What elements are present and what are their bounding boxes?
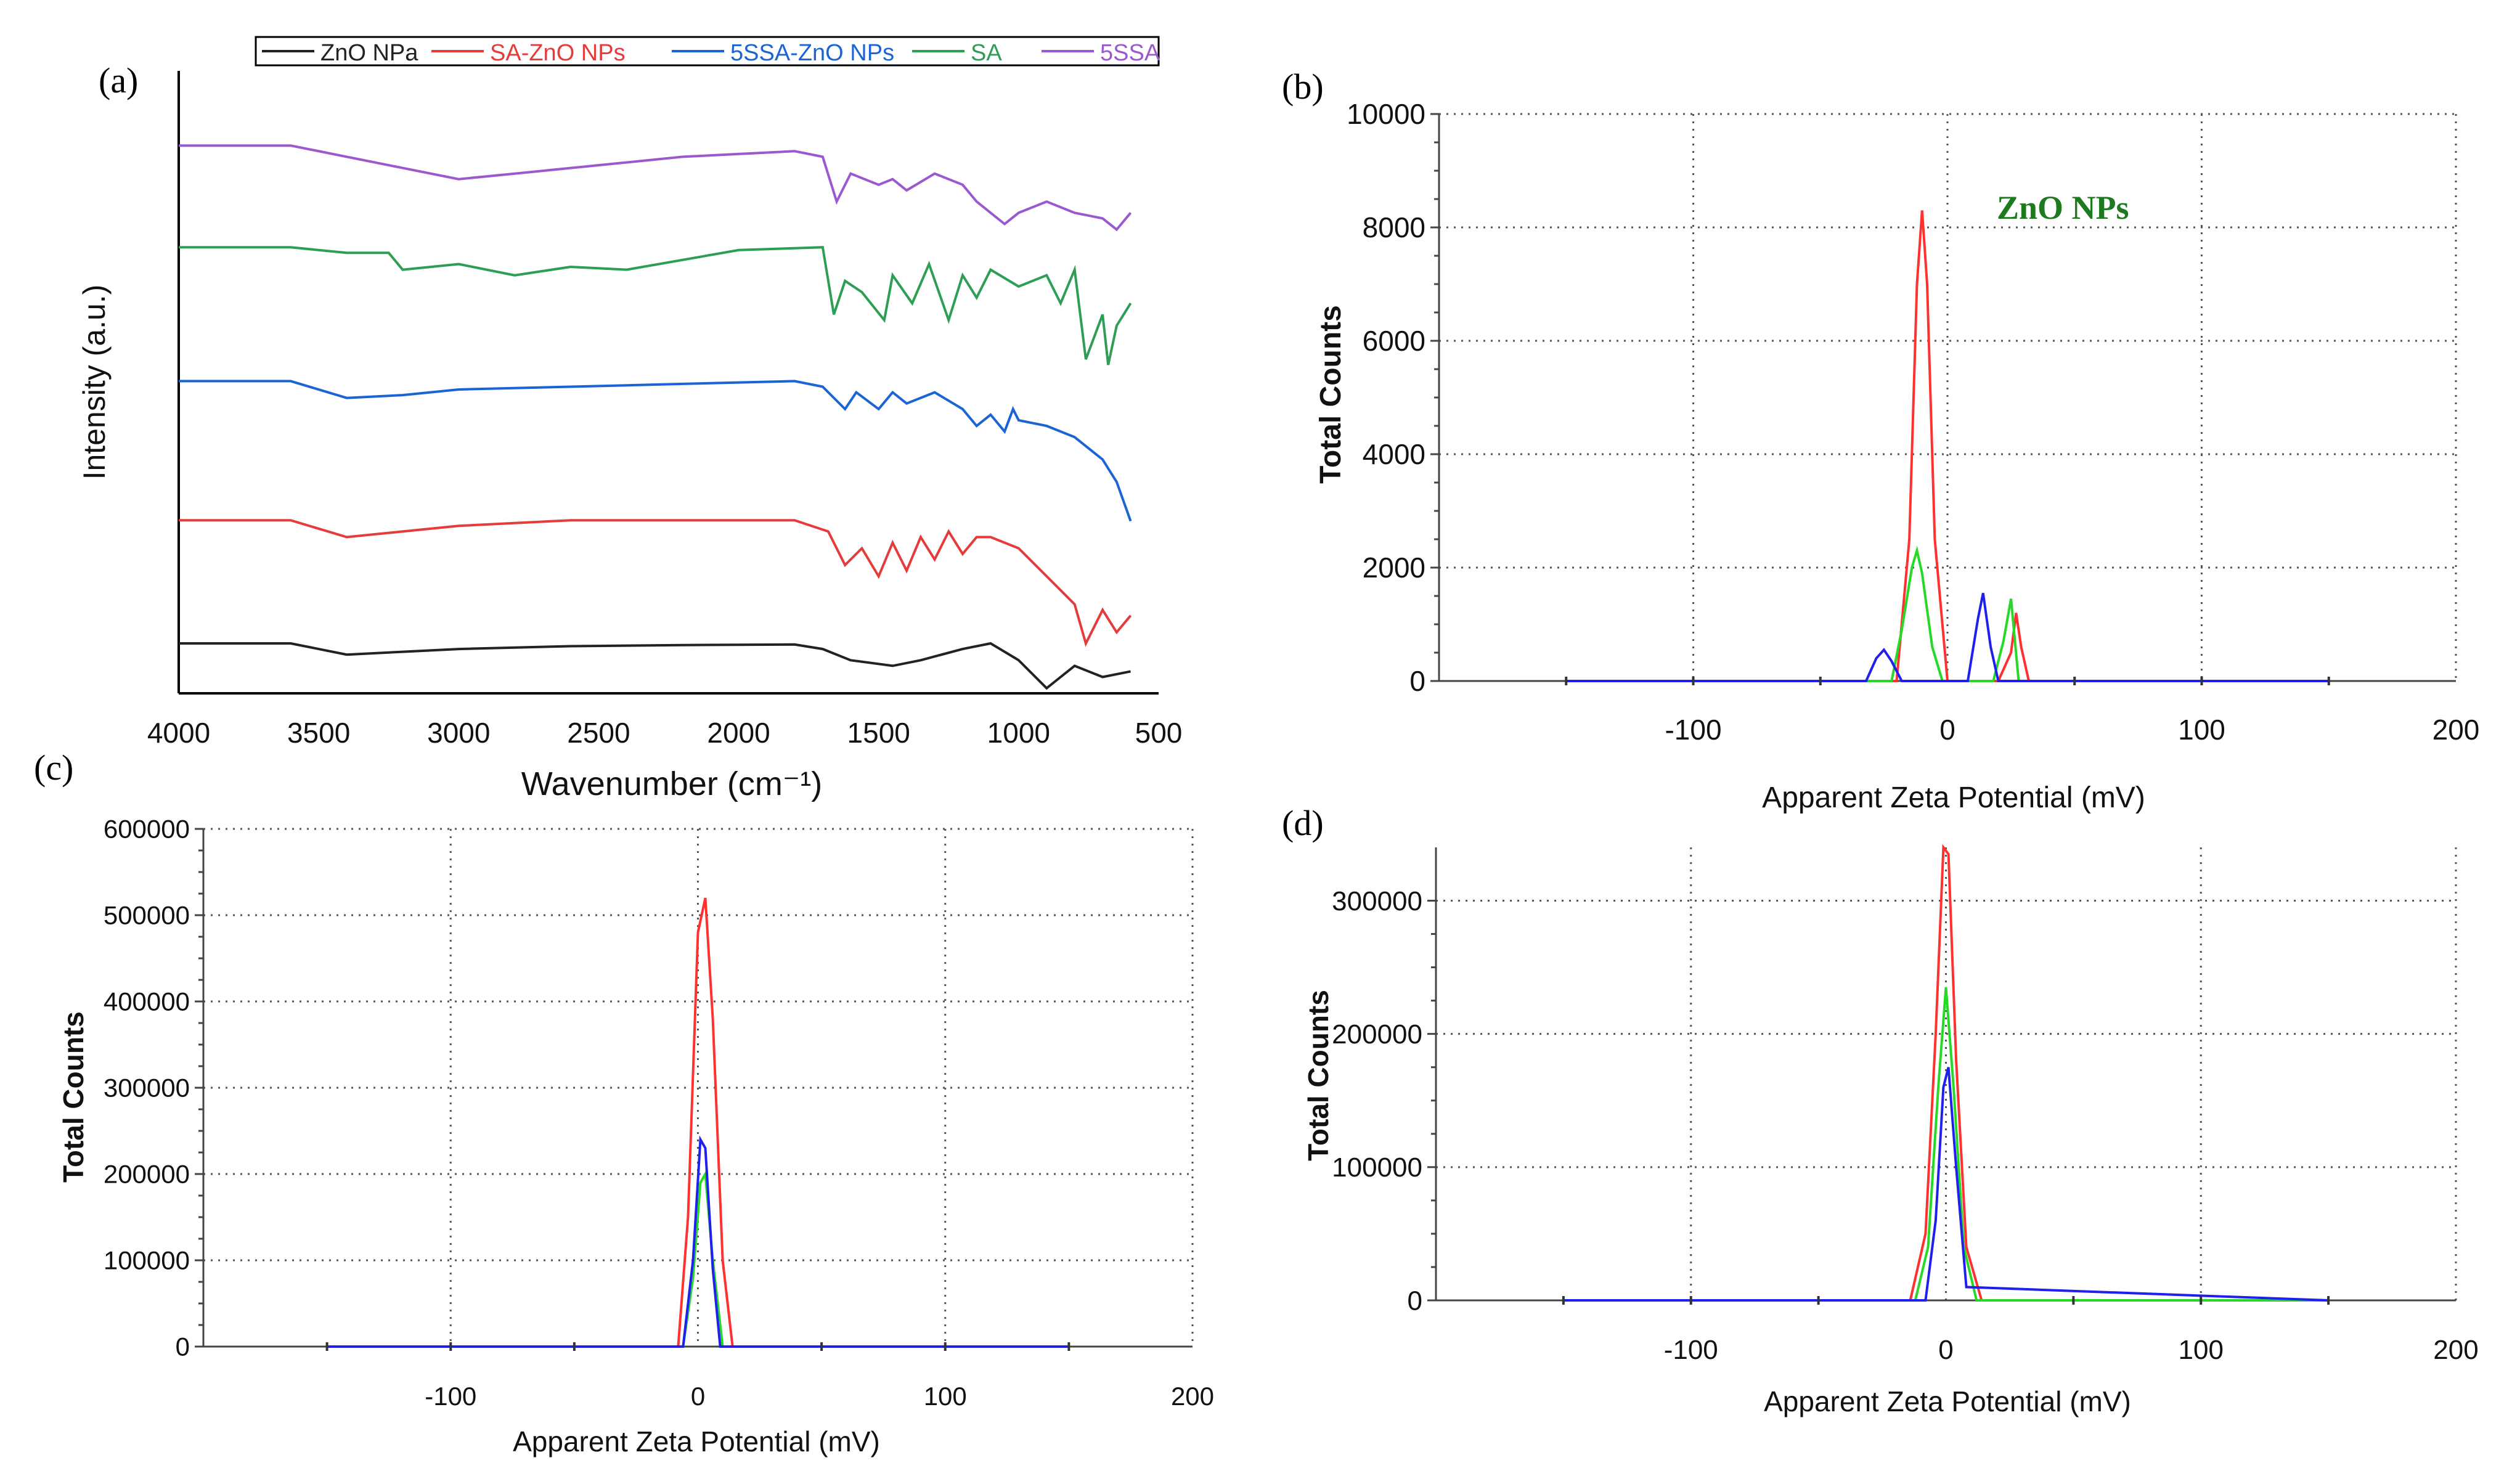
x-tick-label: 0 xyxy=(1939,714,1955,746)
x-tick-label: 200 xyxy=(2432,714,2480,746)
y-tick-label: 4000 xyxy=(1363,438,1425,470)
y-tick-label: 400000 xyxy=(104,987,190,1016)
series-line xyxy=(1566,545,2329,682)
x-tick-label: 1500 xyxy=(847,717,910,749)
series-line xyxy=(179,144,1132,232)
y-tick-label: 300000 xyxy=(1332,886,1422,916)
x-tick-label: -100 xyxy=(1664,1335,1718,1365)
series-line xyxy=(179,380,1132,522)
y-axis-title: Total Counts xyxy=(57,1011,89,1183)
x-tick-label: 0 xyxy=(691,1382,705,1411)
y-tick-label: 8000 xyxy=(1363,211,1425,243)
panel-label-b: (b) xyxy=(1282,67,1324,107)
y-tick-label: 0 xyxy=(176,1332,190,1361)
chart-annotation: ZnO NPs xyxy=(1997,189,2129,226)
series-line xyxy=(1563,1067,2329,1302)
x-tick-label: -100 xyxy=(1665,714,1721,746)
series-line xyxy=(179,642,1131,690)
y-axis-title: Total Counts xyxy=(1302,990,1334,1161)
y-tick-label: 200000 xyxy=(104,1160,190,1189)
series-line xyxy=(327,897,1069,1348)
legend-label: 5SSA xyxy=(1100,40,1160,66)
series-line xyxy=(1563,987,2329,1302)
y-tick-label: 10000 xyxy=(1347,98,1425,130)
x-axis-title: Apparent Zeta Potential (mV) xyxy=(1764,1385,2131,1417)
y-axis-title: Intensity (a.u.) xyxy=(77,285,112,480)
y-tick-label: 100000 xyxy=(1332,1152,1422,1183)
y-tick-label: 600000 xyxy=(104,815,190,844)
legend: ZnO NPa SA-ZnO NPs 5SSA-ZnO NPs SA 5SSA xyxy=(255,36,1160,67)
y-tick-label: 0 xyxy=(1409,665,1425,697)
series-line xyxy=(327,1135,1069,1348)
y-tick-label: 100000 xyxy=(104,1246,190,1275)
y-tick-label: 6000 xyxy=(1363,325,1425,357)
x-axis-title: Apparent Zeta Potential (mV) xyxy=(1762,781,2145,814)
x-tick-label: 4000 xyxy=(147,717,210,749)
y-tick-label: 200000 xyxy=(1332,1019,1422,1050)
series-line xyxy=(179,519,1132,647)
x-tick-label: 200 xyxy=(1171,1382,1214,1411)
x-axis-title: Wavenumber (cm⁻¹) xyxy=(521,765,823,802)
y-tick-label: 2000 xyxy=(1363,552,1425,584)
series-line xyxy=(1566,593,2329,682)
legend-label: SA-ZnO NPs xyxy=(490,40,626,66)
x-tick-label: 100 xyxy=(2178,714,2225,746)
ftir-panel: (a) ZnO NPa SA-ZnO NPs 5SSA-ZnO NPs SA 5SSA … xyxy=(77,36,1183,802)
x-tick-label: -100 xyxy=(425,1382,476,1411)
series-line xyxy=(179,246,1132,365)
x-tick-label: 200 xyxy=(2433,1335,2478,1365)
zeta-panel-d: (d) -100 0 100 200 0 100000 200000 300000 Total… xyxy=(1282,803,2479,1417)
x-tick-label: 2500 xyxy=(567,717,630,749)
y-tick-label: 500000 xyxy=(104,901,190,930)
x-tick-label: 3500 xyxy=(287,717,350,749)
y-tick-label: 300000 xyxy=(104,1074,190,1103)
x-tick-label: 100 xyxy=(2179,1335,2224,1365)
x-tick-label: 1000 xyxy=(987,717,1050,749)
x-tick-label: 0 xyxy=(1938,1335,1953,1365)
zeta-panel-c: (c) -100 0 100 200 0 100000 200000 300000 400000… xyxy=(34,748,1214,1458)
x-axis-title: Apparent Zeta Potential (mV) xyxy=(513,1425,880,1458)
x-tick-label: 3000 xyxy=(427,717,490,749)
panel-label-c: (c) xyxy=(34,748,73,788)
y-axis-title: Total Counts xyxy=(1315,305,1347,484)
x-tick-label: 500 xyxy=(1135,717,1183,749)
series-line xyxy=(1563,844,2329,1302)
y-tick-label: 0 xyxy=(1408,1286,1422,1316)
legend-label: 5SSA-ZnO NPs xyxy=(730,40,894,66)
legend-label: SA xyxy=(971,40,1002,66)
panel-label-d: (d) xyxy=(1282,803,1324,843)
panel-label-a: (a) xyxy=(99,60,138,100)
series-line xyxy=(1566,210,2329,682)
legend-label: ZnO NPa xyxy=(320,40,418,66)
x-tick-label: 2000 xyxy=(707,717,770,749)
x-tick-label: 100 xyxy=(924,1382,967,1411)
